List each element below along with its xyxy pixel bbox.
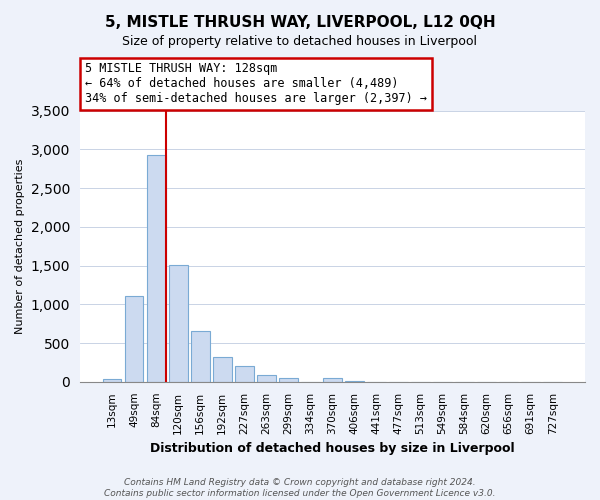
Bar	[169, 265, 188, 382]
Bar	[323, 378, 342, 382]
Bar	[279, 378, 298, 382]
X-axis label: Distribution of detached houses by size in Liverpool: Distribution of detached houses by size …	[150, 442, 515, 455]
Y-axis label: Number of detached properties: Number of detached properties	[15, 158, 25, 334]
Text: 5 MISTLE THRUSH WAY: 128sqm
← 64% of detached houses are smaller (4,489)
34% of : 5 MISTLE THRUSH WAY: 128sqm ← 64% of det…	[85, 62, 427, 106]
Text: 5, MISTLE THRUSH WAY, LIVERPOOL, L12 0QH: 5, MISTLE THRUSH WAY, LIVERPOOL, L12 0QH	[104, 15, 496, 30]
Bar	[191, 332, 209, 382]
Bar	[125, 296, 143, 382]
Bar	[147, 155, 166, 382]
Bar	[257, 375, 275, 382]
Text: Size of property relative to detached houses in Liverpool: Size of property relative to detached ho…	[122, 35, 478, 48]
Bar	[235, 366, 254, 382]
Text: Contains HM Land Registry data © Crown copyright and database right 2024.
Contai: Contains HM Land Registry data © Crown c…	[104, 478, 496, 498]
Bar	[345, 381, 364, 382]
Bar	[213, 356, 232, 382]
Bar	[103, 378, 121, 382]
